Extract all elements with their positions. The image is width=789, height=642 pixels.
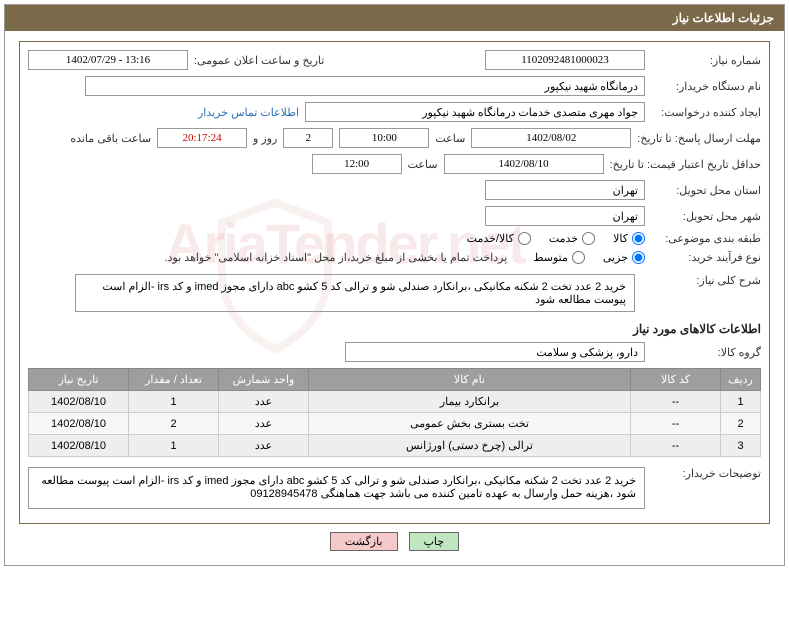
panel-title: جزئیات اطلاعات نیاز [673, 11, 774, 25]
col-qty: تعداد / مقدار [129, 369, 219, 391]
radio-small[interactable] [632, 251, 645, 264]
city-label: شهر محل تحویل: [651, 210, 761, 223]
radio-both-label: کالا/خدمت [467, 232, 514, 245]
buyer-notes-box: خرید 2 عدد تخت 2 شکنه مکانیکی ،برانکارد … [28, 467, 645, 509]
province-label: استان محل تحویل: [651, 184, 761, 197]
overview-label: شرح کلی نیاز: [651, 274, 761, 287]
cell-unit: عدد [219, 435, 309, 457]
days-remaining[interactable] [283, 128, 333, 148]
group-input[interactable] [345, 342, 645, 362]
cell-code: -- [631, 413, 721, 435]
cell-code: -- [631, 391, 721, 413]
requester-label: ایجاد کننده درخواست: [651, 106, 761, 119]
validity-label: حداقل تاریخ اعتبار قیمت: تا تاریخ: [610, 158, 761, 171]
city-input[interactable] [485, 206, 645, 226]
buyer-org-input[interactable] [85, 76, 645, 96]
requester-input[interactable] [305, 102, 645, 122]
process-label: نوع فرآیند خرید: [651, 251, 761, 264]
cell-n: 2 [721, 413, 761, 435]
items-section-header: اطلاعات کالاهای مورد نیاز [28, 322, 761, 336]
col-name: نام کالا [309, 369, 631, 391]
process-radio-group: جزیی متوسط [533, 251, 645, 264]
group-label: گروه کالا: [651, 346, 761, 359]
cell-qty: 1 [129, 391, 219, 413]
need-no-label: شماره نیاز: [651, 54, 761, 67]
announce-label: تاریخ و ساعت اعلان عمومی: [194, 54, 324, 67]
need-no-input[interactable] [485, 50, 645, 70]
cell-qty: 2 [129, 413, 219, 435]
overview-box: خرید 2 عدد تخت 2 شکنه مکانیکی ،برانکارد … [75, 274, 635, 312]
cell-name: ترالی (چرخ دستی) اورژانس [309, 435, 631, 457]
radio-service[interactable] [582, 232, 595, 245]
radio-both[interactable] [518, 232, 531, 245]
buyer-org-label: نام دستگاه خریدار: [651, 80, 761, 93]
cell-unit: عدد [219, 413, 309, 435]
deadline-time[interactable] [339, 128, 429, 148]
col-row: ردیف [721, 369, 761, 391]
radio-small-label: جزیی [603, 251, 628, 264]
deadline-label: مهلت ارسال پاسخ: تا تاریخ: [637, 132, 761, 145]
category-label: طبقه بندی موضوعی: [651, 232, 761, 245]
col-date: تاریخ نیاز [29, 369, 129, 391]
print-button[interactable]: چاپ [409, 532, 460, 551]
category-radio-group: کالا خدمت کالا/خدمت [467, 232, 645, 245]
cell-name: برانکارد بیمار [309, 391, 631, 413]
col-code: کد کالا [631, 369, 721, 391]
buyer-notes-label: توضیحات خریدار: [651, 467, 761, 480]
buyer-contact-link[interactable]: اطلاعات تماس خریدار [198, 106, 299, 119]
radio-service-label: خدمت [549, 232, 578, 245]
radio-goods[interactable] [632, 232, 645, 245]
table-row: 3--ترالی (چرخ دستی) اورژانسعدد11402/08/1… [29, 435, 761, 457]
table-row: 1--برانکارد بیمارعدد11402/08/10 [29, 391, 761, 413]
cell-n: 3 [721, 435, 761, 457]
countdown[interactable] [157, 128, 247, 148]
cell-date: 1402/08/10 [29, 435, 129, 457]
table-row: 2--تخت بستری بخش عمومیعدد21402/08/10 [29, 413, 761, 435]
validity-date[interactable] [444, 154, 604, 174]
cell-date: 1402/08/10 [29, 413, 129, 435]
time-label-1: ساعت [435, 132, 465, 145]
cell-name: تخت بستری بخش عمومی [309, 413, 631, 435]
validity-time[interactable] [312, 154, 402, 174]
announce-input[interactable] [28, 50, 188, 70]
cell-qty: 1 [129, 435, 219, 457]
panel-header: جزئیات اطلاعات نیاز [5, 5, 784, 31]
days-label: روز و [253, 132, 277, 145]
province-input[interactable] [485, 180, 645, 200]
items-table: ردیف کد کالا نام کالا واحد شمارش تعداد /… [28, 368, 761, 457]
col-unit: واحد شمارش [219, 369, 309, 391]
cell-code: -- [631, 435, 721, 457]
radio-goods-label: کالا [613, 232, 628, 245]
process-note: پرداخت تمام یا بخشی از مبلغ خرید،از محل … [165, 251, 508, 264]
cell-n: 1 [721, 391, 761, 413]
button-bar: چاپ بازگشت [19, 524, 770, 555]
radio-medium-label: متوسط [533, 251, 568, 264]
remaining-label: ساعت باقی مانده [70, 132, 151, 145]
cell-unit: عدد [219, 391, 309, 413]
radio-medium[interactable] [572, 251, 585, 264]
deadline-date[interactable] [471, 128, 631, 148]
cell-date: 1402/08/10 [29, 391, 129, 413]
time-label-2: ساعت [408, 158, 438, 171]
back-button[interactable]: بازگشت [330, 532, 398, 551]
